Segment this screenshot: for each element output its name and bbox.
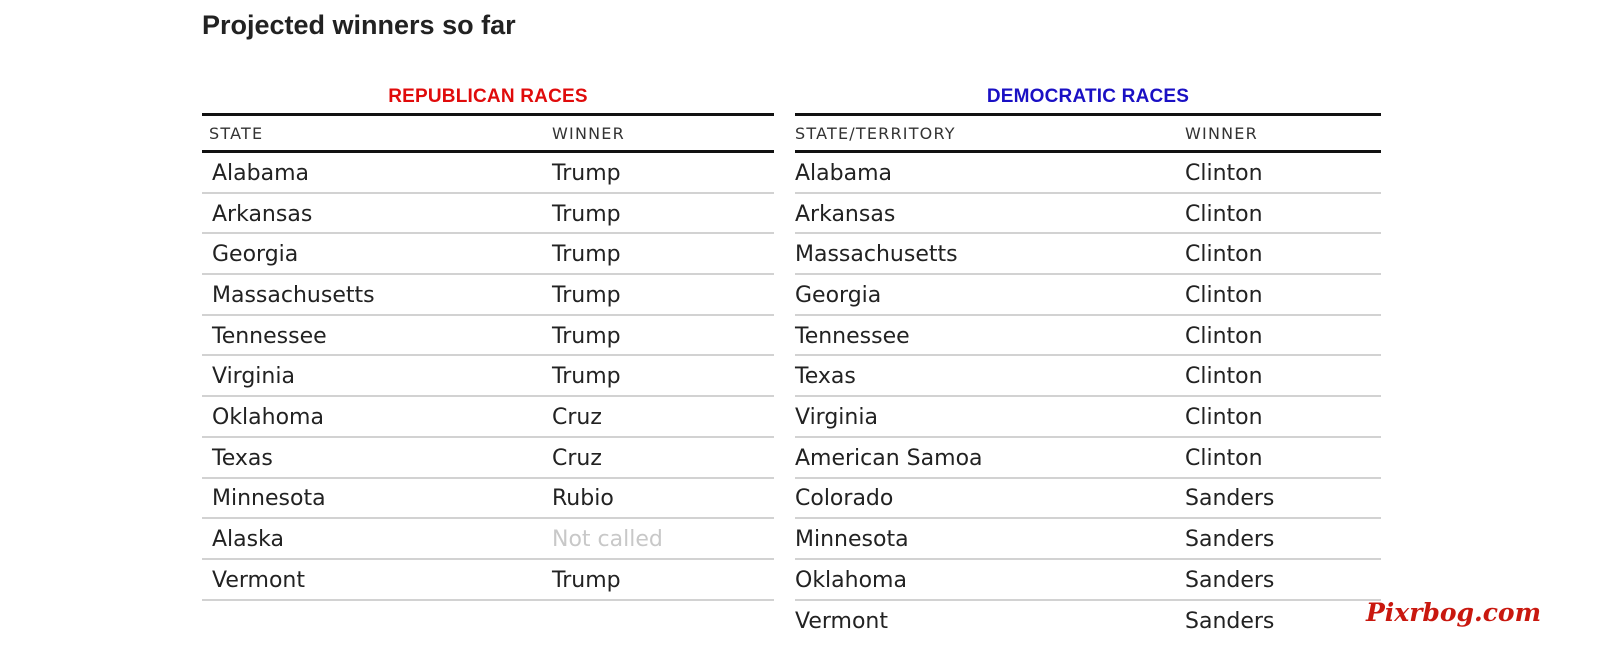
winner-cell: Clinton [1185,404,1263,430]
republican-col-winner: WINNER [552,123,625,143]
winner-cell: Sanders [1185,609,1275,635]
winner-cell: Clinton [1185,364,1263,390]
winner-cell: Trump [552,242,621,268]
table-row: Colorado Sanders [795,479,1381,520]
table-row: Tennessee Trump [202,316,774,357]
state-cell: Arkansas [212,201,313,227]
republican-header-row: STATE WINNER [202,116,774,153]
table-row: Vermont Sanders [795,601,1381,642]
state-cell: Virginia [795,404,878,430]
winner-cell: Not called [552,527,663,553]
table-row: Arkansas Trump [202,194,774,235]
table-row: Virginia Clinton [795,397,1381,438]
table-row: Minnesota Sanders [795,519,1381,560]
watermark: Pixrbog.com [1366,598,1542,627]
democratic-header-row: STATE/TERRITORY WINNER [795,116,1381,153]
winner-cell: Cruz [552,404,602,430]
state-cell: Colorado [795,486,894,512]
democratic-races-table: DEMOCRATIC RACES STATE/TERRITORY WINNER … [795,84,1381,641]
republican-col-state: STATE [209,123,264,143]
democratic-col-winner: WINNER [1185,123,1258,143]
state-cell: Massachusetts [212,282,375,308]
winner-cell: Clinton [1185,242,1263,268]
democratic-rows: Alabama Clinton Arkansas Clinton Massachuset… [795,153,1381,641]
table-row: Oklahoma Cruz [202,397,774,438]
state-cell: Minnesota [795,527,909,553]
state-cell: Vermont [212,567,305,593]
winner-cell: Trump [552,567,621,593]
table-row: Oklahoma Sanders [795,560,1381,601]
winner-cell: Clinton [1185,445,1263,471]
table-row: Georgia Trump [202,234,774,276]
table-row: Texas Clinton [795,356,1381,398]
winner-cell: Trump [552,323,621,349]
state-cell: American Samoa [795,445,983,471]
state-cell: Texas [212,445,273,471]
state-cell: Arkansas [795,201,896,227]
winner-cell: Trump [552,201,621,227]
state-cell: Alaska [212,527,284,553]
winner-cell: Trump [552,282,621,308]
table-row: Arkansas Clinton [795,194,1381,235]
state-cell: Oklahoma [212,404,324,430]
table-row: Alabama Trump [202,153,774,194]
winner-cell: Sanders [1185,486,1275,512]
winner-cell: Trump [552,364,621,390]
state-cell: Minnesota [212,486,326,512]
winner-cell: Clinton [1185,323,1263,349]
republican-races-heading: REPUBLICAN RACES [202,84,774,116]
state-cell: Alabama [795,160,893,186]
state-cell: Alabama [212,160,310,186]
state-cell: Massachusetts [795,242,958,268]
table-row: Vermont Trump [202,560,774,601]
state-cell: Tennessee [795,323,910,349]
state-cell: Oklahoma [795,567,907,593]
winner-cell: Sanders [1185,567,1275,593]
table-row: Georgia Clinton [795,275,1381,316]
republican-races-table: REPUBLICAN RACES STATE WINNER Alabama Tru… [202,84,774,601]
page-title: Projected winners so far [202,10,516,40]
winner-cell: Clinton [1185,282,1263,308]
table-row: American Samoa Clinton [795,438,1381,479]
table-row: Massachusetts Clinton [795,234,1381,276]
winner-cell: Trump [552,160,621,186]
winner-cell: Cruz [552,445,602,471]
table-row: Minnesota Rubio [202,479,774,520]
table-row: Alabama Clinton [795,153,1381,194]
winner-cell: Clinton [1185,160,1263,186]
state-cell: Georgia [212,242,299,268]
table-row: Tennessee Clinton [795,316,1381,357]
table-row: Alaska Not called [202,519,774,560]
state-cell: Texas [795,364,856,390]
winner-cell: Sanders [1185,527,1275,553]
state-cell: Tennessee [212,323,327,349]
table-row: Virginia Trump [202,356,774,398]
winner-cell: Rubio [552,486,614,512]
state-cell: Virginia [212,364,295,390]
democratic-races-heading: DEMOCRATIC RACES [795,84,1381,116]
democratic-col-state: STATE/TERRITORY [795,123,956,143]
winner-cell: Clinton [1185,201,1263,227]
state-cell: Vermont [795,609,888,635]
state-cell: Georgia [795,282,882,308]
table-row: Texas Cruz [202,438,774,479]
table-row: Massachusetts Trump [202,275,774,316]
republican-rows: Alabama Trump Arkansas Trump Georgia Trump Mas… [202,153,774,601]
